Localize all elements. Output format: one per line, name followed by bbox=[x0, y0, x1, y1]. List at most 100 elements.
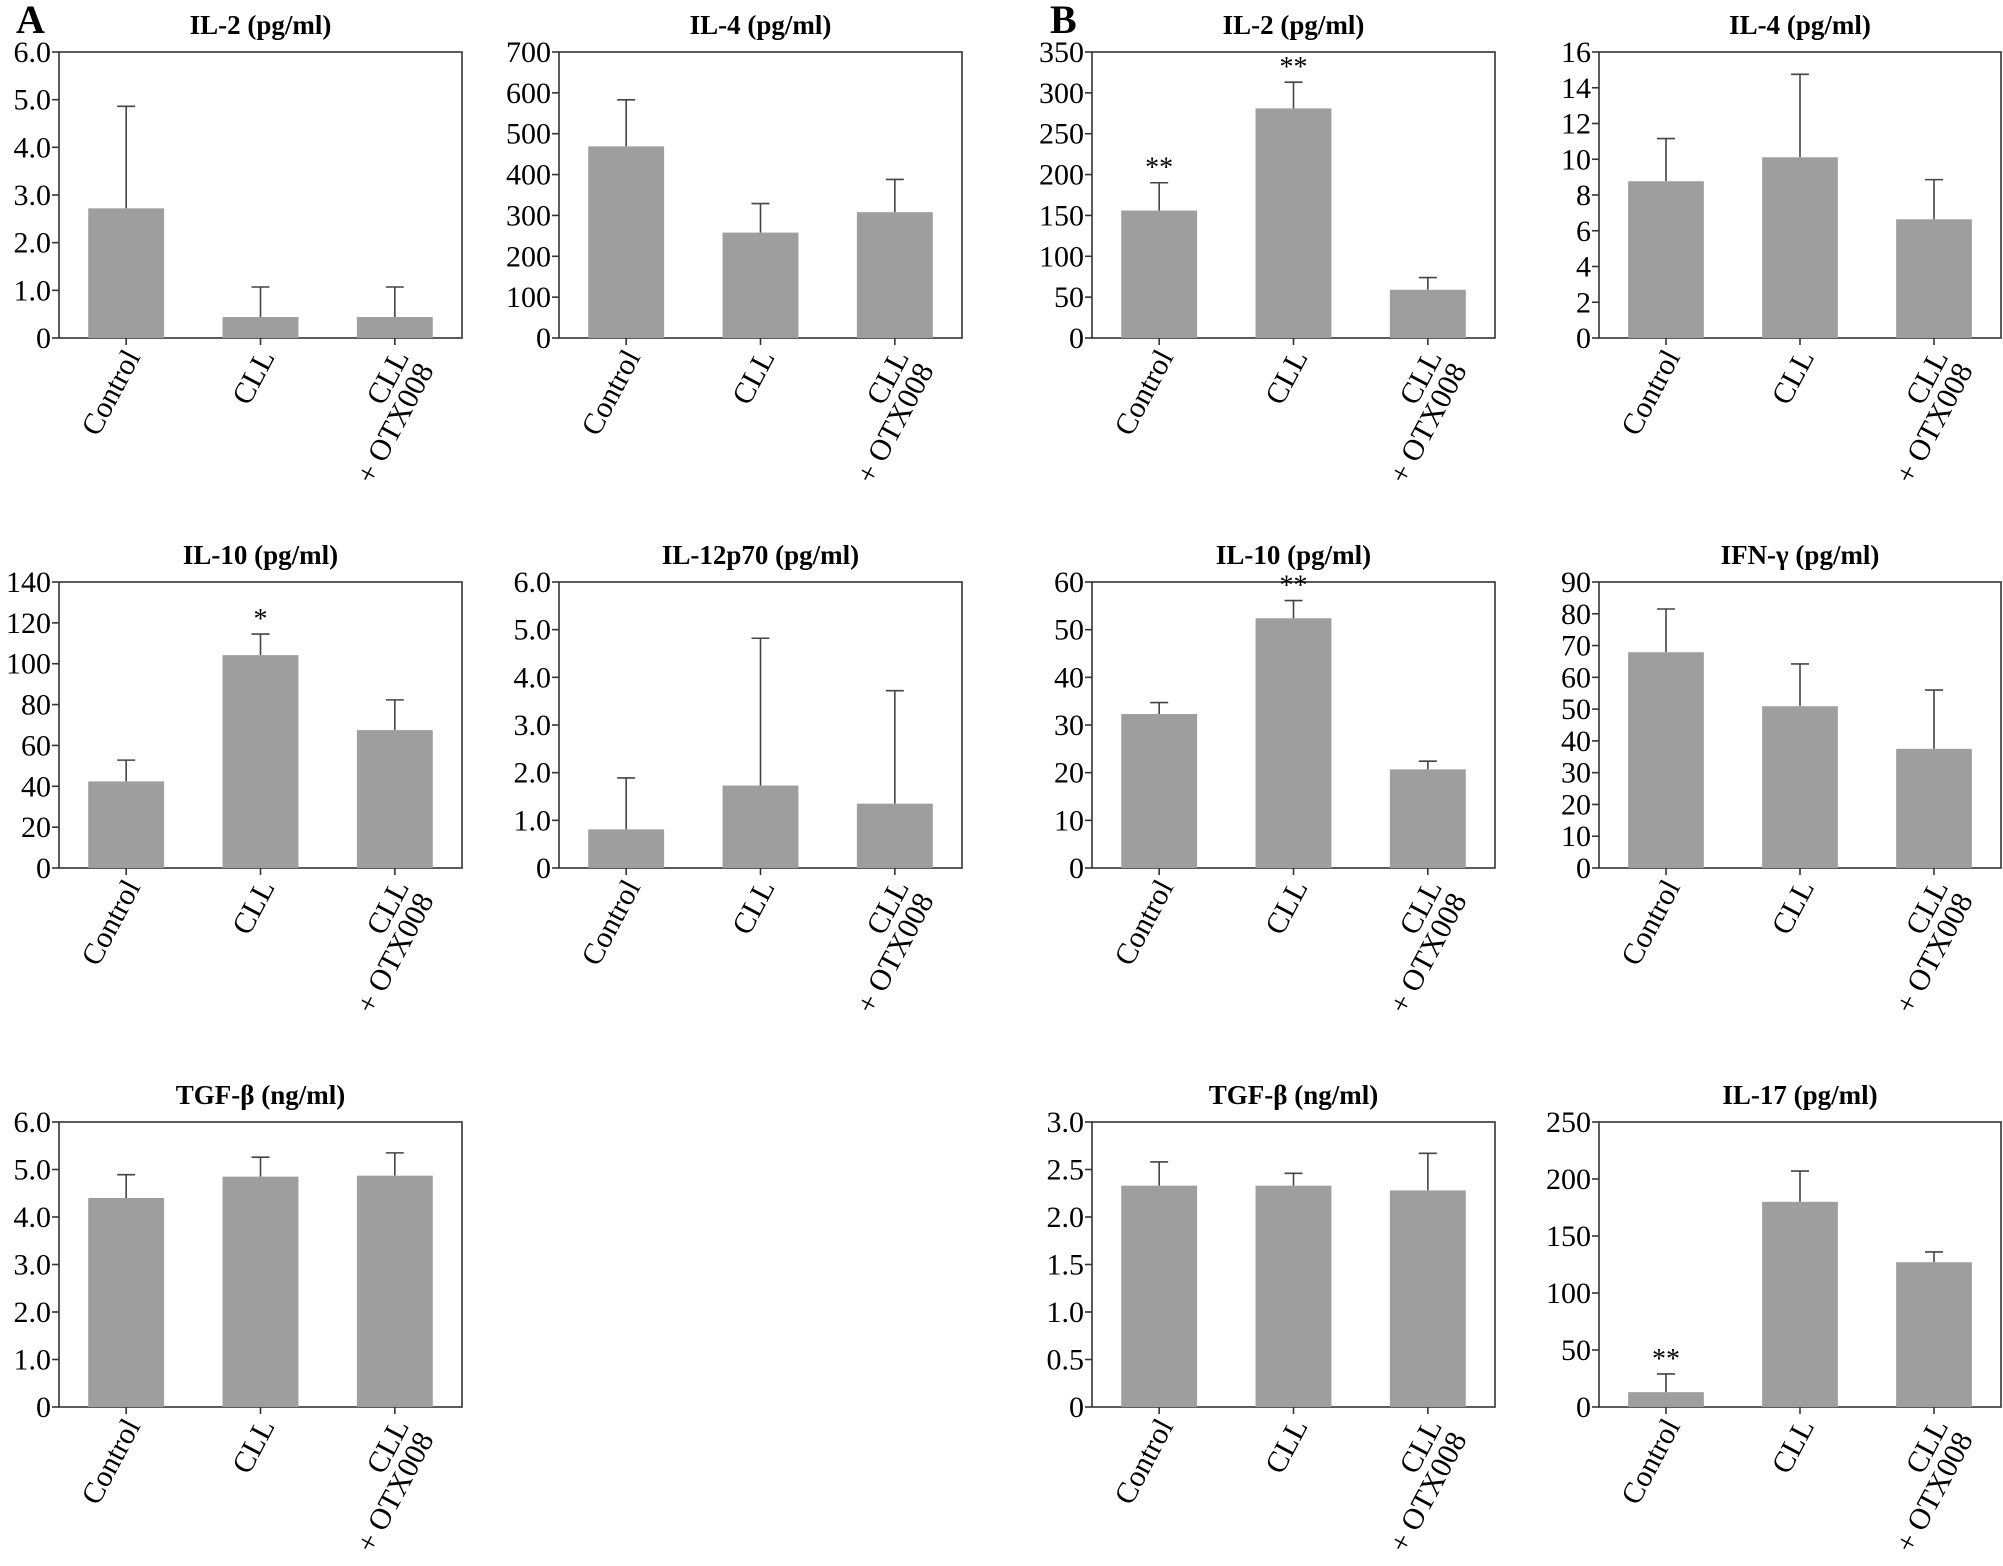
y-tick-label: 20 bbox=[1561, 788, 1591, 821]
chart-title: IL-2 (pg/ml) bbox=[190, 10, 332, 40]
chart-title: TGF-β (ng/ml) bbox=[176, 1080, 345, 1110]
significance-marker: ** bbox=[1652, 1344, 1680, 1375]
y-tick-label: 2.0 bbox=[1047, 1201, 1085, 1234]
bar-control bbox=[1628, 652, 1704, 868]
y-tick-label: 60 bbox=[1054, 566, 1084, 599]
y-tick-label: 10 bbox=[1054, 804, 1084, 837]
x-category-label: CLL+ OTX008 bbox=[1864, 874, 1979, 1018]
y-tick-label: 5.0 bbox=[514, 614, 552, 647]
y-tick-label: 12 bbox=[1561, 108, 1591, 141]
x-category-label: CLL+ OTX008 bbox=[1358, 874, 1473, 1018]
bar-cll bbox=[1762, 1201, 1838, 1407]
x-category-label-line: Control bbox=[75, 1413, 147, 1509]
x-category-label: CLL bbox=[1259, 344, 1315, 410]
y-tick-label: 3.0 bbox=[1047, 1106, 1085, 1139]
bar-control bbox=[1121, 210, 1198, 338]
bar-cll bbox=[1762, 157, 1838, 338]
significance-marker: ** bbox=[1280, 52, 1308, 83]
y-tick-label: 0 bbox=[1576, 852, 1591, 885]
y-tick-label: 6.0 bbox=[14, 1106, 52, 1139]
y-tick-label: 0 bbox=[536, 852, 551, 885]
bar-control bbox=[88, 1198, 165, 1407]
y-tick-label: 16 bbox=[1561, 36, 1591, 69]
x-category-label: CLL+ OTX008 bbox=[1358, 344, 1473, 488]
y-tick-label: 0 bbox=[1069, 322, 1084, 355]
bar-cll bbox=[222, 317, 299, 338]
x-category-label-line: Control bbox=[1108, 874, 1180, 970]
bar-control bbox=[1628, 181, 1704, 338]
y-tick-label: 4 bbox=[1576, 251, 1591, 284]
x-category-label-line: CLL bbox=[1765, 1413, 1821, 1479]
y-tick-label: 50 bbox=[1054, 614, 1084, 647]
bar-control bbox=[1121, 1185, 1198, 1407]
y-tick-label: 2.0 bbox=[14, 1296, 52, 1329]
x-category-label: CLL bbox=[1259, 874, 1315, 940]
x-category-label: CLL+ OTX008 bbox=[325, 344, 440, 488]
bar-cll bbox=[222, 655, 299, 868]
bar-cll bbox=[722, 785, 799, 868]
x-category-label: CLL bbox=[1765, 874, 1821, 940]
chart-title: IL-10 (pg/ml) bbox=[1216, 540, 1371, 570]
chart-panel-b-il10: IL-10 (pg/ml) 0 10 20 30 40 50 60 Control ** CLL CL… bbox=[1054, 540, 1496, 1019]
bar-cll-otx008 bbox=[1896, 1262, 1972, 1407]
x-category-label: CLL+ OTX008 bbox=[1864, 344, 1979, 488]
bar-cll bbox=[1255, 1185, 1332, 1407]
y-tick-label: 1.0 bbox=[514, 804, 552, 837]
bar-cll-otx008 bbox=[856, 212, 933, 338]
y-tick-label: 350 bbox=[1039, 36, 1084, 69]
y-tick-label: 60 bbox=[21, 729, 51, 762]
y-tick-label: 0 bbox=[1576, 1391, 1591, 1424]
chart-panel-a-il4: IL-4 (pg/ml) 0 100 200 300 400 500 600 700 Contro… bbox=[506, 10, 963, 489]
x-category-label: CLL bbox=[1765, 344, 1821, 410]
chart-title: IL-10 (pg/ml) bbox=[183, 540, 338, 570]
bar-control bbox=[88, 781, 165, 868]
x-category-label-line: Control bbox=[1108, 344, 1180, 440]
y-tick-label: 8 bbox=[1576, 179, 1591, 212]
y-tick-label: 120 bbox=[6, 607, 51, 640]
y-tick-label: 6 bbox=[1576, 215, 1591, 248]
y-tick-label: 10 bbox=[1561, 820, 1591, 853]
bar-cll bbox=[1762, 706, 1838, 868]
x-category-label: CLL+ OTX008 bbox=[1358, 1413, 1473, 1557]
chart-panel-a-il10: IL-10 (pg/ml) 0 20 40 60 80 100 120 140 Control * C… bbox=[6, 540, 463, 1019]
x-category-label-line: CLL bbox=[726, 874, 782, 940]
x-category-label-line: CLL bbox=[1259, 874, 1315, 940]
x-category-label: CLL bbox=[1765, 1413, 1821, 1479]
y-tick-label: 0 bbox=[536, 322, 551, 355]
bar-cll-otx008 bbox=[1896, 219, 1972, 338]
bar-cll-otx008 bbox=[356, 1175, 433, 1407]
x-category-label: Control bbox=[1615, 874, 1687, 970]
y-tick-label: 2.5 bbox=[1047, 1154, 1085, 1187]
bar-control bbox=[588, 829, 665, 868]
y-tick-label: 200 bbox=[1039, 159, 1084, 192]
bar-cll-otx008 bbox=[1389, 289, 1466, 338]
x-category-label: CLL bbox=[226, 874, 282, 940]
chart-title: IL-2 (pg/ml) bbox=[1223, 10, 1365, 40]
y-tick-label: 5.0 bbox=[14, 1154, 52, 1187]
y-tick-label: 0 bbox=[1069, 852, 1084, 885]
y-tick-label: 80 bbox=[21, 689, 51, 722]
panel-letter-a: A bbox=[16, 0, 45, 42]
y-tick-label: 14 bbox=[1561, 72, 1591, 105]
y-tick-label: 1.0 bbox=[14, 1344, 52, 1377]
x-category-label-line: CLL bbox=[1765, 874, 1821, 940]
bar-cll bbox=[1255, 108, 1332, 338]
y-tick-label: 40 bbox=[21, 770, 51, 803]
y-tick-label: 1.0 bbox=[1047, 1296, 1085, 1329]
x-category-label: CLL bbox=[1259, 1413, 1315, 1479]
y-tick-label: 60 bbox=[1561, 661, 1591, 694]
chart-panel-a-tgfb: TGF-β (ng/ml) 0 1.0 2.0 3.0 4.0 5.0 6.0 Control C… bbox=[14, 1080, 463, 1558]
bar-control bbox=[1628, 1392, 1704, 1407]
y-tick-label: 40 bbox=[1054, 661, 1084, 694]
y-tick-label: 100 bbox=[1039, 240, 1084, 273]
y-tick-label: 3.0 bbox=[14, 179, 52, 212]
y-tick-label: 30 bbox=[1054, 709, 1084, 742]
chart-panel-b-il17: IL-17 (pg/ml) 0 50 100 150 200 250 ** Control CLL… bbox=[1546, 1080, 2002, 1558]
x-category-label: CLL bbox=[226, 1413, 282, 1479]
x-category-label-line: CLL bbox=[226, 344, 282, 410]
x-category-label-line: CLL bbox=[1259, 344, 1315, 410]
y-tick-label: 100 bbox=[506, 281, 551, 314]
y-tick-label: 2.0 bbox=[14, 227, 52, 260]
